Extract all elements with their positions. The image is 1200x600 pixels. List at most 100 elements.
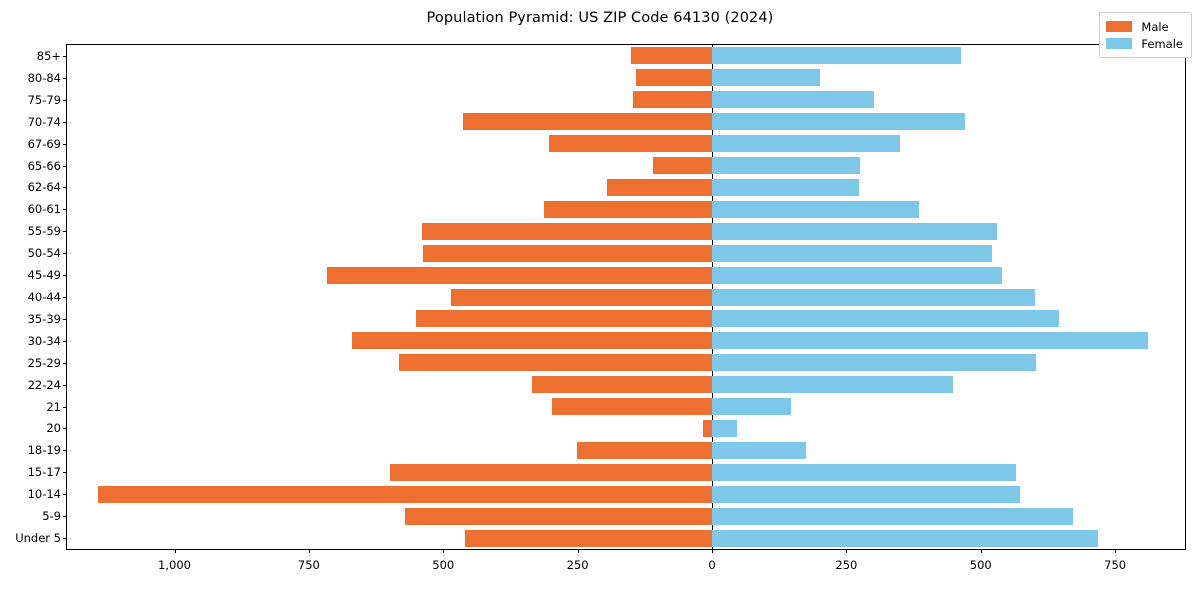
bar-female <box>712 178 859 196</box>
legend-label-male: Male <box>1141 19 1169 34</box>
y-tick-label: 75-79 <box>27 92 61 107</box>
y-tick-label: 62-64 <box>27 180 61 195</box>
bar-female <box>712 266 1003 284</box>
y-tick-label: 20 <box>46 421 61 436</box>
bar-male <box>606 178 712 196</box>
y-tick-mark <box>63 384 67 386</box>
bar-female <box>712 135 901 153</box>
legend-swatch-female-icon <box>1106 38 1133 49</box>
bar-male <box>702 419 712 437</box>
bar-male <box>631 47 712 65</box>
bar-female <box>712 244 993 262</box>
y-tick-mark <box>63 55 67 57</box>
x-tick-label: 750 <box>297 558 320 572</box>
bar-male <box>421 222 712 240</box>
legend-swatch-male-icon <box>1106 21 1133 32</box>
y-tick-mark <box>63 538 67 540</box>
y-tick-label: 80-84 <box>27 70 61 85</box>
plot-area <box>66 44 1186 550</box>
y-tick-mark <box>63 209 67 211</box>
bar-female <box>712 485 1020 503</box>
bar-male <box>632 91 712 109</box>
x-tick-label: 500 <box>432 558 455 572</box>
bar-male <box>422 244 712 262</box>
y-tick-label: 18-19 <box>27 443 61 458</box>
y-tick-mark <box>63 362 67 364</box>
y-tick-label: 21 <box>46 399 61 414</box>
x-tick-mark <box>577 549 579 553</box>
y-tick-mark <box>63 143 67 145</box>
bar-male <box>544 200 712 218</box>
y-tick-label: 67-69 <box>27 136 61 151</box>
x-tick-mark <box>174 549 176 553</box>
y-tick-mark <box>63 450 67 452</box>
y-tick-mark <box>63 516 67 518</box>
y-tick-mark <box>63 318 67 320</box>
bar-female <box>712 47 962 65</box>
legend-item-female: Female <box>1106 35 1183 52</box>
bar-female <box>712 354 1037 372</box>
y-tick-mark <box>63 253 67 255</box>
bar-male <box>98 485 712 503</box>
bar-male <box>635 69 712 87</box>
y-tick-mark <box>63 406 67 408</box>
y-tick-mark <box>63 99 67 101</box>
y-tick-mark <box>63 472 67 474</box>
y-tick-mark <box>63 275 67 277</box>
chart-title: Population Pyramid: US ZIP Code 64130 (2… <box>426 10 774 26</box>
y-tick-label: 25-29 <box>27 355 61 370</box>
bar-female <box>712 200 920 218</box>
bar-female <box>712 222 997 240</box>
x-tick-label: 250 <box>835 558 858 572</box>
bar-female <box>712 376 954 394</box>
bar-male <box>451 288 712 306</box>
y-tick-mark <box>63 187 67 189</box>
bar-male <box>352 332 712 350</box>
y-tick-mark <box>63 340 67 342</box>
x-tick-mark <box>846 549 848 553</box>
y-tick-label: 30-34 <box>27 333 61 348</box>
y-tick-label: 40-44 <box>27 290 61 304</box>
bar-female <box>712 529 1098 547</box>
y-tick-label: 50-54 <box>27 246 61 261</box>
y-tick-label: 85+ <box>36 48 61 63</box>
x-tick-mark <box>980 549 982 553</box>
y-tick-label: 15-17 <box>27 465 61 480</box>
bar-male <box>389 463 712 481</box>
legend-label-female: Female <box>1141 36 1183 51</box>
x-tick-label: 750 <box>1104 558 1127 572</box>
y-tick-mark <box>63 77 67 79</box>
bar-female <box>712 507 1074 525</box>
legend: Male Female <box>1099 12 1192 58</box>
y-tick-label: 65-66 <box>27 158 61 173</box>
bar-male <box>405 507 712 525</box>
y-tick-label: 10-14 <box>27 487 61 502</box>
bar-female <box>712 310 1059 328</box>
bar-male <box>552 398 712 416</box>
bar-female <box>712 441 807 459</box>
y-tick-mark <box>63 428 67 430</box>
y-tick-label: 45-49 <box>27 268 61 283</box>
x-tick-label: 1,000 <box>158 558 191 572</box>
bar-male <box>652 157 712 175</box>
y-tick-mark <box>63 165 67 167</box>
bar-male <box>532 376 712 394</box>
x-tick-mark <box>712 549 713 553</box>
bar-female <box>712 157 860 175</box>
x-tick-mark <box>308 549 310 553</box>
bar-female <box>712 398 791 416</box>
bar-male <box>549 135 712 153</box>
x-tick-label: 500 <box>969 558 992 572</box>
y-tick-label: 35-39 <box>27 311 61 326</box>
bar-female <box>712 288 1035 306</box>
y-tick-mark <box>63 297 67 298</box>
bar-female <box>712 419 737 437</box>
bar-male <box>326 266 712 284</box>
x-tick-label: 0 <box>708 558 716 572</box>
y-tick-label: 70-74 <box>27 114 61 129</box>
bar-female <box>712 69 821 87</box>
bar-male <box>398 354 712 372</box>
bar-male <box>577 441 712 459</box>
x-tick-mark <box>1115 549 1117 553</box>
